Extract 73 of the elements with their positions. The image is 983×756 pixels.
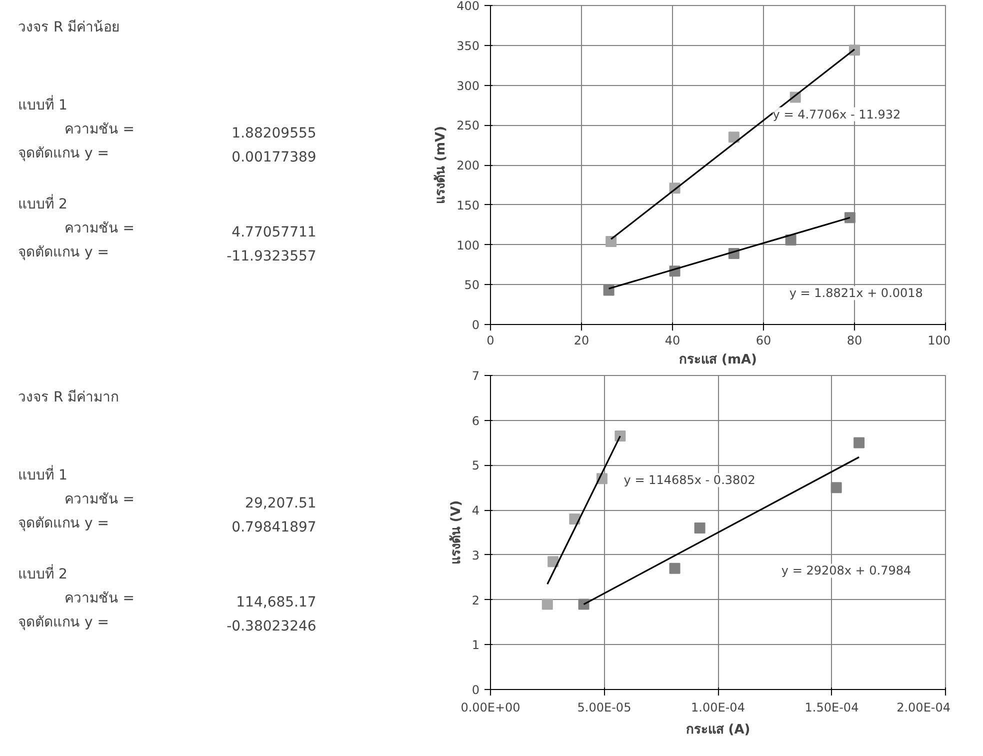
x-tick-label: 100	[928, 334, 950, 348]
point	[830, 482, 842, 494]
y-tick-label: 100	[456, 238, 480, 252]
point	[694, 522, 706, 534]
point	[542, 598, 553, 610]
point	[728, 132, 740, 143]
text: แบบที่ 1	[18, 466, 68, 484]
x-axis-title: กระแส (mA)	[678, 352, 758, 368]
y-tick-label: 5	[472, 458, 480, 473]
x-tick-label: 80	[846, 334, 862, 348]
text: จุดตัดแกน y =	[18, 516, 110, 532]
x-tick-label: 40	[664, 334, 680, 348]
text: -11.9323557	[226, 248, 316, 264]
y-tick-label: 150	[456, 198, 480, 212]
text: ความชัน =	[64, 220, 134, 236]
text: ความชัน =	[64, 492, 134, 508]
x-tick-label: 5.00E-05	[577, 700, 632, 714]
y-tick-label: 7	[472, 369, 480, 383]
point	[614, 430, 626, 442]
y-tick-label: 3	[472, 548, 480, 562]
y-tick-label: 200	[456, 158, 480, 172]
text: -0.38023246	[226, 618, 316, 634]
y-tick-label: 6	[472, 414, 480, 428]
x-axis-title: กระแส (A)	[686, 722, 750, 738]
y-tick-label: 350	[456, 38, 480, 53]
x-tick-label: 60	[756, 334, 772, 348]
point	[606, 236, 617, 248]
annotation: y = 1.8821x + 0.0018	[789, 286, 923, 300]
text: จุดตัดแกน y =	[18, 244, 110, 260]
text: 0.00177389	[232, 150, 316, 166]
y-tick-label: 0	[472, 318, 480, 332]
text: แบบที่ 2	[18, 194, 68, 212]
text: 0.79841897	[232, 520, 316, 536]
point	[785, 234, 796, 246]
annotation: y = 29208x + 0.7984	[781, 564, 912, 578]
x-tick-label: 20	[574, 334, 590, 348]
y-tick-label: 0	[472, 683, 480, 697]
x-tick-label: 0.00E+00	[460, 700, 520, 714]
text: วงจร R มีค่ามาก	[18, 390, 119, 406]
y-tick-label: 2	[472, 593, 480, 608]
text: ความชัน =	[64, 122, 134, 138]
y-tick-label: 400	[456, 0, 480, 13]
x-tick-label: 0	[486, 334, 494, 348]
text: จุดตัดแกน y =	[18, 614, 110, 630]
point	[578, 598, 590, 610]
y-tick-label: 300	[456, 78, 480, 93]
point	[669, 562, 680, 574]
point	[548, 556, 559, 568]
text: ความชัน =	[64, 590, 134, 606]
y-axis-title: แรงดัน (mV)	[434, 126, 449, 204]
text: 4.77057711	[232, 224, 316, 240]
x-tick-label: 2.00E-04	[896, 700, 951, 714]
point	[844, 212, 856, 224]
y-tick-label: 50	[464, 278, 480, 292]
text: จุดตัดแกน y =	[18, 146, 110, 162]
point	[569, 514, 580, 525]
text: วงจร R มีค่าน้อย	[18, 20, 120, 36]
annotation: y = 114685x - 0.3802	[624, 473, 756, 488]
y-axis-title: แรงดัน (V)	[448, 500, 464, 565]
x-tick-label: 1.00E-04	[691, 700, 745, 714]
text: 114,685.17	[236, 594, 316, 610]
point	[603, 284, 614, 296]
text: แบบที่ 1	[18, 96, 68, 114]
annotation: y = 4.7706x - 11.932	[772, 107, 901, 122]
point	[854, 437, 865, 448]
y-tick-label: 250	[456, 118, 480, 133]
text: แบบที่ 2	[18, 564, 68, 582]
text: 29,207.51	[245, 496, 316, 512]
text: 1.88209555	[232, 126, 316, 142]
x-tick-label: 1.50E-04	[804, 700, 859, 714]
point	[849, 44, 860, 56]
y-tick-label: 4	[472, 504, 480, 518]
y-tick-label: 1	[472, 638, 480, 652]
